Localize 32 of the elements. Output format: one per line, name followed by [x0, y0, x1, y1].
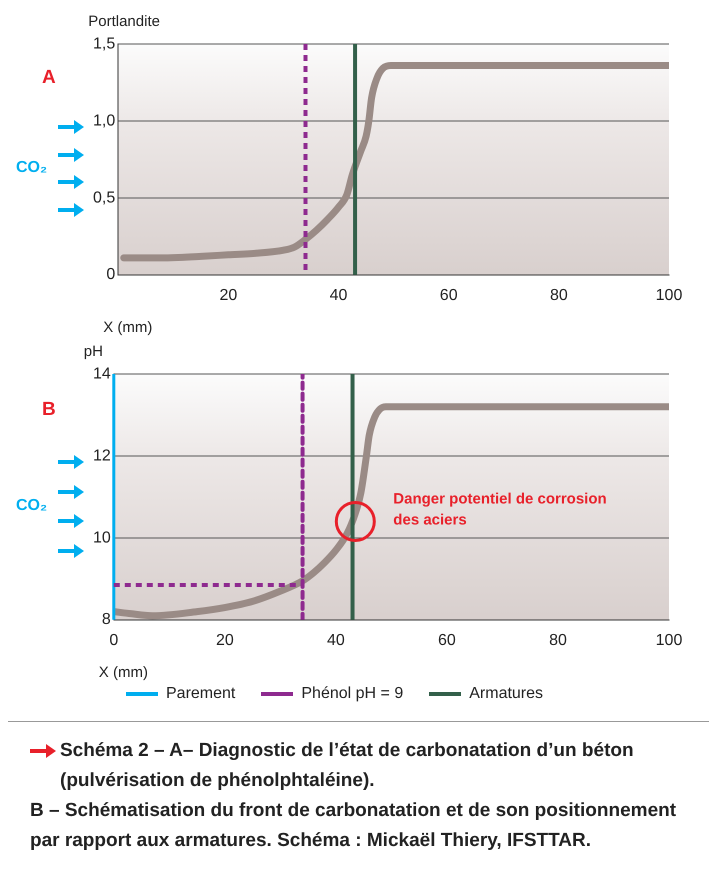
y-tick-label: 10	[93, 529, 111, 546]
y-tick-label: 1,0	[92, 112, 116, 130]
x-axis-title: X (mm)	[103, 319, 152, 336]
legend-label: Parement	[166, 685, 236, 703]
text: B – Schématisation du front de carbonatation et de son positionnement par rapport aux armatures. Schéma : Mickaël Thiery, IFSTTAR.	[30, 799, 678, 853]
x-tick-label: 100	[656, 632, 682, 649]
text: CO₂	[16, 496, 48, 515]
y-tick-label: 0	[106, 266, 116, 284]
text: B	[42, 398, 56, 421]
annotation: Danger potentiel de corrosion des aciers	[393, 490, 607, 529]
y-tick-label: 0,5	[92, 189, 116, 206]
y-axis-title: Portlandite	[88, 13, 160, 30]
x-tick-label: 40	[326, 632, 345, 649]
y-axis-title: pH	[84, 343, 103, 360]
x-tick-label: 80	[550, 286, 568, 304]
x-tick-label: 100	[656, 286, 682, 304]
x-axis-title: X (mm)	[98, 664, 148, 681]
x-tick-label: 80	[549, 632, 567, 649]
x-tick-label: 60	[438, 632, 456, 649]
y-tick-label: 14	[93, 365, 111, 382]
text: CO₂	[16, 159, 48, 178]
x-tick-label: 20	[216, 632, 234, 649]
text: A	[42, 67, 56, 90]
y-tick-label: 1,5	[92, 35, 116, 52]
x-tick-label: 60	[440, 286, 458, 304]
legend-label: Phénol pH = 9	[301, 685, 404, 703]
y-tick-label: 12	[93, 447, 111, 464]
legend-label: Armatures	[469, 685, 544, 703]
y-tick-label: 8	[102, 611, 111, 628]
x-tick-label: 20	[219, 286, 238, 304]
x-tick-label: 40	[330, 286, 348, 304]
text: Schéma 2 – A– Diagnostic de l’état de carbonatation d’un béton (pulvérisation de phénolphtaléine).	[60, 739, 635, 793]
